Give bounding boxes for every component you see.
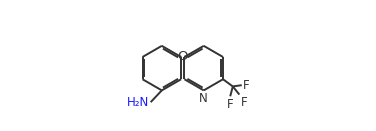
Text: O: O — [177, 50, 188, 63]
Text: F: F — [227, 98, 233, 111]
Text: N: N — [199, 92, 208, 105]
Text: H₂N: H₂N — [127, 96, 149, 109]
Text: F: F — [241, 96, 247, 109]
Text: F: F — [243, 79, 250, 92]
